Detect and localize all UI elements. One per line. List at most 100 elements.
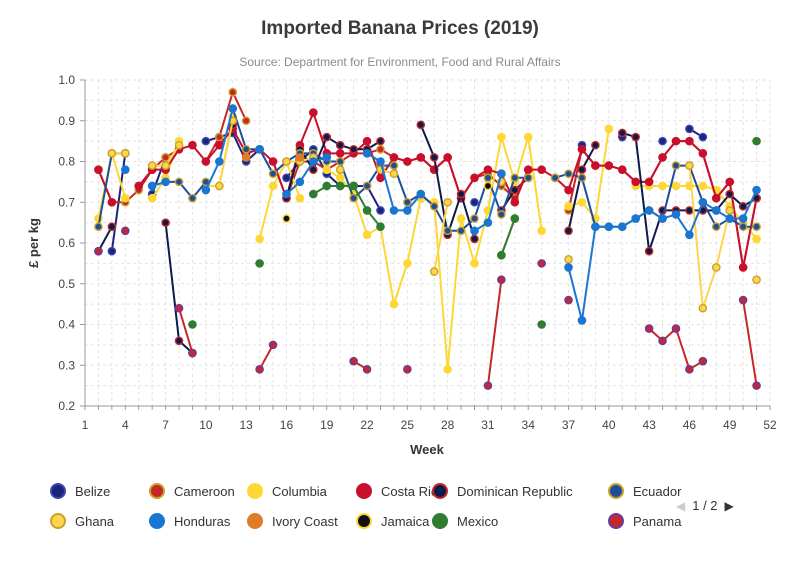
data-point[interactable] [309,157,318,166]
data-point[interactable] [349,356,358,366]
data-point[interactable] [322,165,332,174]
data-point[interactable] [362,365,372,374]
data-point[interactable] [147,181,157,191]
data-point[interactable] [389,161,399,170]
data-point[interactable] [510,214,520,223]
legend-item-mexico[interactable]: Mexico [432,513,498,529]
data-point[interactable] [470,214,479,223]
data-point[interactable] [698,197,708,207]
data-point[interactable] [429,202,439,211]
data-point[interactable] [161,153,170,162]
data-point[interactable] [416,153,426,162]
data-point[interactable] [215,132,224,142]
data-point[interactable] [725,206,735,215]
legend-item-ghana[interactable]: Ghana [50,513,114,529]
data-point[interactable] [591,222,600,231]
data-point[interactable] [174,140,184,150]
data-point[interactable] [376,144,385,154]
data-point[interactable] [282,189,291,199]
data-point[interactable] [309,108,318,117]
data-point[interactable] [268,181,278,191]
data-point[interactable] [711,222,721,231]
data-point[interactable] [322,132,332,142]
data-point[interactable] [644,324,654,333]
data-point[interactable] [416,189,426,199]
data-point[interactable] [644,206,654,215]
data-point[interactable] [671,210,681,219]
legend-item-belize[interactable]: Belize [50,483,110,499]
legend-item-dominican-republic[interactable]: Dominican Republic [432,483,573,499]
data-point[interactable] [752,136,761,146]
data-point[interactable] [537,259,546,268]
data-point[interactable] [362,230,372,240]
data-point[interactable] [241,153,251,162]
data-point[interactable] [631,214,640,223]
data-point[interactable] [188,193,197,203]
data-point[interactable] [685,365,694,374]
data-point[interactable] [738,263,748,272]
data-point[interactable] [188,348,197,358]
data-point[interactable] [470,259,479,268]
data-point[interactable] [537,320,546,329]
data-point[interactable] [335,157,345,166]
data-point[interactable] [147,193,157,203]
data-point[interactable] [470,173,479,183]
data-point[interactable] [362,149,372,158]
data-point[interactable] [322,153,332,162]
data-point[interactable] [335,173,345,183]
data-point[interactable] [107,197,117,207]
data-point[interactable] [443,153,452,162]
data-point[interactable] [497,169,506,179]
data-point[interactable] [483,381,493,390]
data-point[interactable] [725,214,735,223]
legend-item-costa-rica[interactable]: Costa Rica [356,483,445,499]
data-point[interactable] [241,144,251,154]
data-point[interactable] [671,136,681,146]
data-point[interactable] [631,132,640,142]
data-point[interactable] [483,173,493,183]
data-point[interactable] [685,230,694,240]
data-point[interactable] [658,181,667,191]
data-point[interactable] [685,206,694,215]
data-point[interactable] [161,161,170,170]
data-point[interactable] [470,234,479,244]
data-point[interactable] [725,177,735,187]
data-point[interactable] [120,226,130,236]
data-point[interactable] [604,161,614,170]
data-point[interactable] [537,226,546,236]
data-point[interactable] [752,275,761,284]
data-point[interactable] [94,246,103,256]
data-point[interactable] [215,157,224,166]
data-point[interactable] [376,222,385,231]
data-point[interactable] [309,165,318,174]
data-point[interactable] [376,136,385,146]
data-point[interactable] [564,295,573,305]
data-point[interactable] [711,263,721,272]
data-point[interactable] [403,259,412,268]
data-point[interactable] [174,177,184,187]
data-point[interactable] [215,181,224,191]
data-point[interactable] [389,153,399,162]
data-point[interactable] [295,193,305,203]
data-point[interactable] [94,165,103,174]
data-point[interactable] [564,263,573,272]
data-point[interactable] [94,222,103,231]
data-point[interactable] [497,250,506,260]
data-point[interactable] [188,140,197,150]
data-point[interactable] [403,197,412,207]
data-point[interactable] [443,226,452,236]
caret-right-icon[interactable]: ▶ [724,498,734,513]
data-point[interactable] [470,197,479,207]
data-point[interactable] [403,157,412,166]
data-point[interactable] [698,149,708,158]
data-point[interactable] [631,177,640,187]
data-point[interactable] [658,136,667,146]
data-point[interactable] [537,165,546,174]
data-point[interactable] [282,173,291,183]
data-point[interactable] [617,128,627,138]
data-point[interactable] [591,140,600,150]
data-point[interactable] [429,153,439,162]
data-point[interactable] [443,197,452,207]
data-point[interactable] [403,365,412,374]
data-point[interactable] [282,157,291,166]
